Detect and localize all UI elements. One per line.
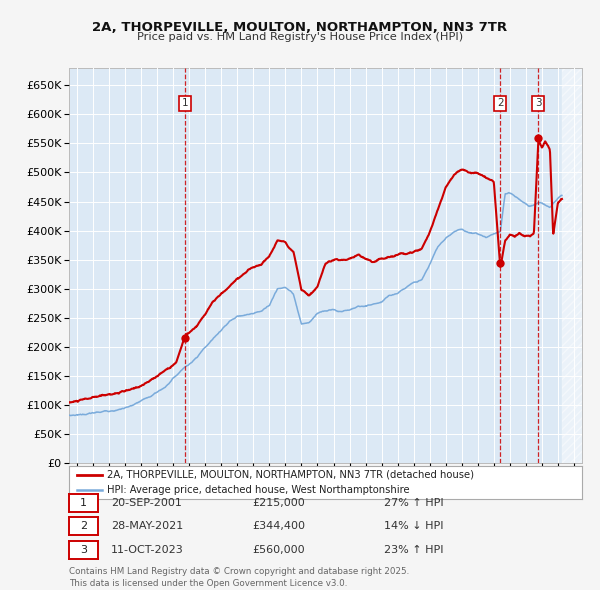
Text: 23% ↑ HPI: 23% ↑ HPI bbox=[384, 545, 443, 555]
Text: Price paid vs. HM Land Registry's House Price Index (HPI): Price paid vs. HM Land Registry's House … bbox=[137, 32, 463, 42]
Text: 1: 1 bbox=[181, 99, 188, 109]
Text: 2: 2 bbox=[80, 522, 87, 531]
Text: £560,000: £560,000 bbox=[252, 545, 305, 555]
Text: 3: 3 bbox=[80, 545, 87, 555]
Text: Contains HM Land Registry data © Crown copyright and database right 2025.
This d: Contains HM Land Registry data © Crown c… bbox=[69, 568, 409, 588]
Text: 14% ↓ HPI: 14% ↓ HPI bbox=[384, 522, 443, 531]
Text: £344,400: £344,400 bbox=[252, 522, 305, 531]
Bar bbox=[562, 68, 582, 463]
Text: 2A, THORPEVILLE, MOULTON, NORTHAMPTON, NN3 7TR (detached house): 2A, THORPEVILLE, MOULTON, NORTHAMPTON, N… bbox=[107, 470, 475, 480]
Text: HPI: Average price, detached house, West Northamptonshire: HPI: Average price, detached house, West… bbox=[107, 486, 410, 496]
Text: 27% ↑ HPI: 27% ↑ HPI bbox=[384, 498, 443, 507]
Text: 28-MAY-2021: 28-MAY-2021 bbox=[111, 522, 183, 531]
Text: 11-OCT-2023: 11-OCT-2023 bbox=[111, 545, 184, 555]
Text: 1: 1 bbox=[80, 498, 87, 507]
Text: £215,000: £215,000 bbox=[252, 498, 305, 507]
Text: 3: 3 bbox=[535, 99, 542, 109]
Text: 2: 2 bbox=[497, 99, 504, 109]
Text: 2A, THORPEVILLE, MOULTON, NORTHAMPTON, NN3 7TR: 2A, THORPEVILLE, MOULTON, NORTHAMPTON, N… bbox=[92, 21, 508, 34]
Text: 20-SEP-2001: 20-SEP-2001 bbox=[111, 498, 182, 507]
